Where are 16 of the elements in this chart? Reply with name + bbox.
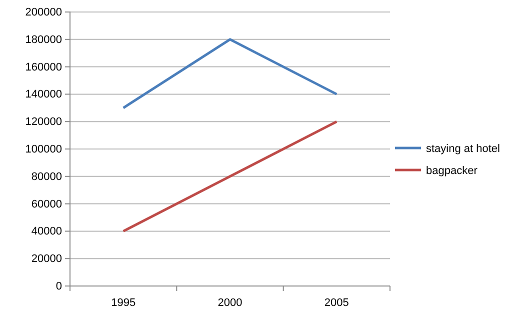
y-tick-label: 80000 [31,170,62,183]
y-tick-label: 160000 [25,61,62,74]
y-tick-label: 0 [56,280,62,293]
y-tick-label: 200000 [25,6,62,19]
legend-label: bagpacker [426,165,478,177]
y-tick-label: 180000 [25,34,62,46]
x-tick-label: 1995 [111,296,136,309]
y-tick-label: 120000 [25,116,62,128]
y-tick-label: 20000 [31,253,62,266]
y-tick-label: 60000 [31,198,62,210]
y-tick-label: 100000 [25,144,62,156]
y-tick-label: 40000 [31,226,62,238]
legend-label: staying at hotel [426,143,500,155]
x-tick-label: 2005 [324,296,349,309]
y-tick-label: 140000 [25,88,62,101]
x-tick-label: 2000 [218,296,242,309]
